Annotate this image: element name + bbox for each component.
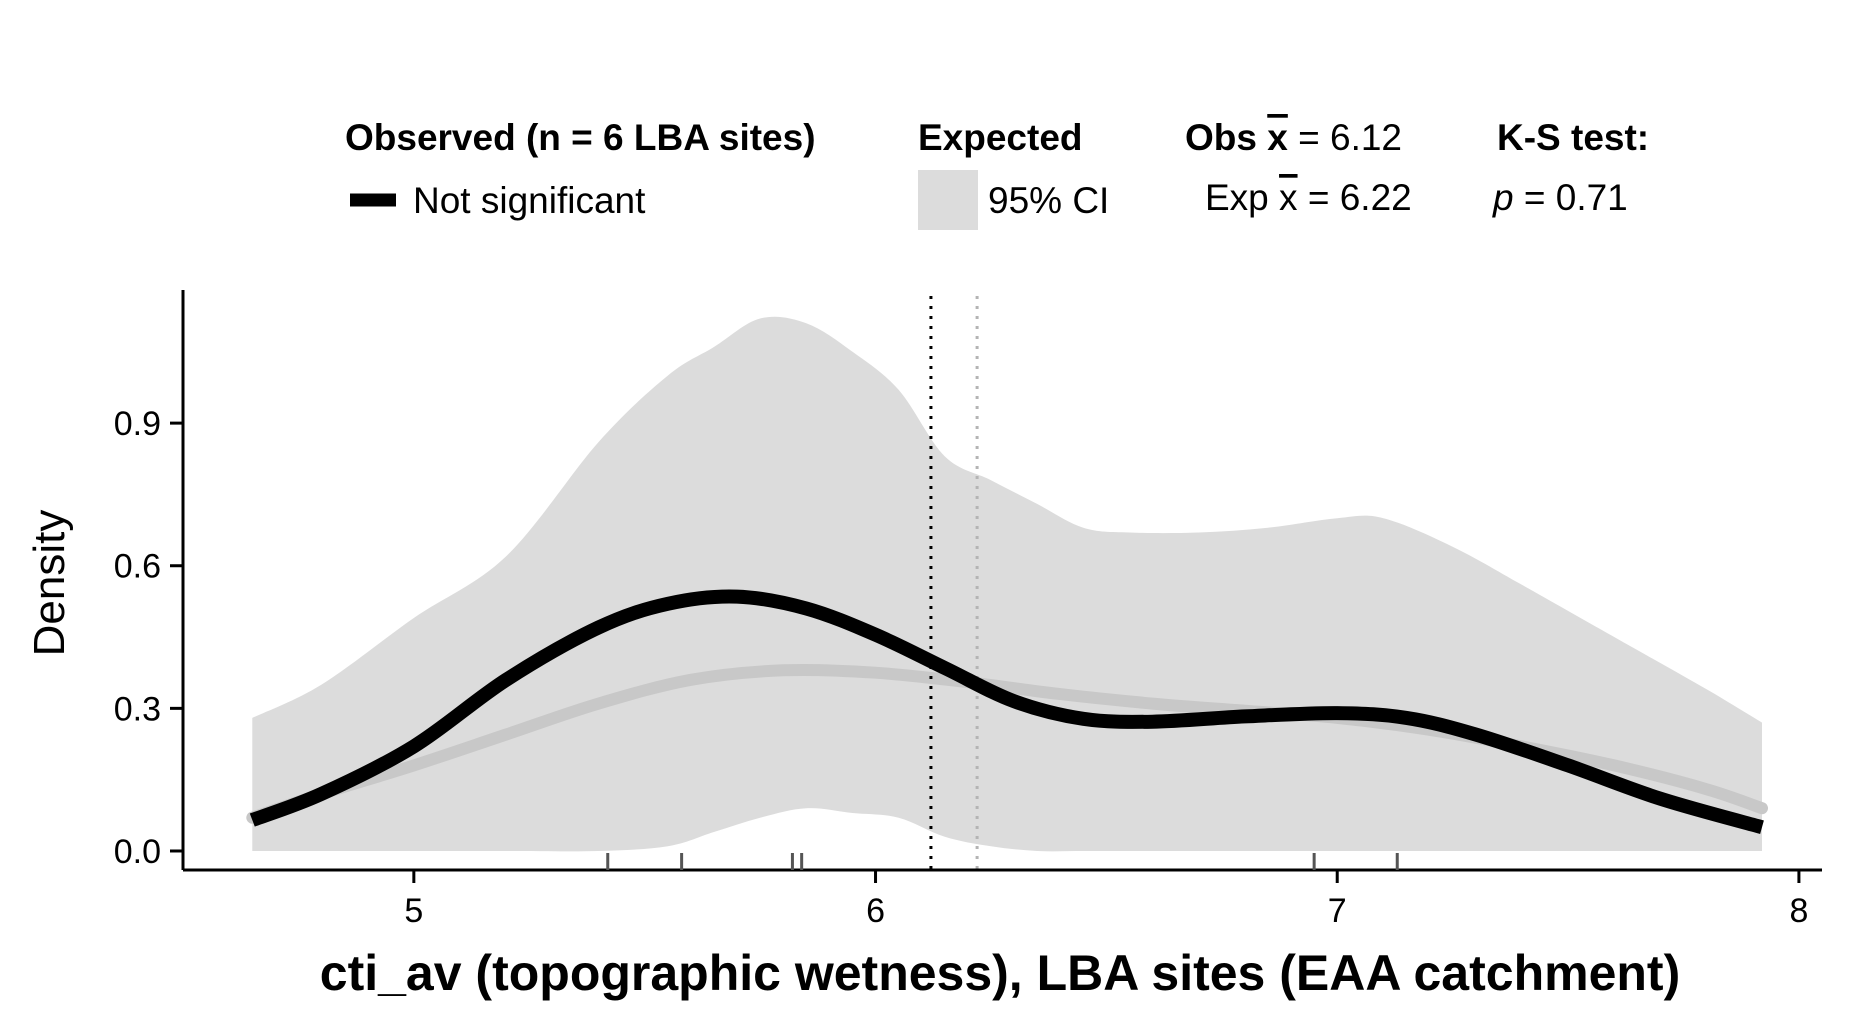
- y-axis-ticks: 0.0 0.3 0.6 0.9: [114, 405, 183, 871]
- legend-exp-mean: Exp x = 6.22: [1205, 177, 1412, 218]
- ci-band: [252, 316, 1762, 852]
- legend-ci-swatch: [918, 170, 978, 230]
- x-axis-label: cti_av (topographic wetness), LBA sites …: [320, 945, 1680, 1001]
- y-tick-label: 0.3: [114, 690, 161, 728]
- legend-expected-title: Expected: [918, 117, 1083, 158]
- legend-ks-p: p = 0.71: [1492, 177, 1628, 218]
- observed-curve-layer: [249, 589, 1764, 834]
- legend-ks-test: K-S test: p = 0.71: [1492, 117, 1649, 218]
- x-tick-label: 8: [1789, 892, 1808, 930]
- legend-observed-title: Observed (n = 6 LBA sites): [345, 117, 816, 158]
- axes: [181, 290, 1822, 872]
- x-tick-label: 7: [1328, 892, 1347, 930]
- legend-observed: Observed (n = 6 LBA sites) Not significa…: [345, 117, 816, 221]
- y-axis-label: Density: [25, 510, 74, 657]
- legend-obs-mean: Obs x = 6.12: [1185, 117, 1402, 158]
- legend-means: Obs x = 6.12 Exp x = 6.22: [1185, 117, 1412, 218]
- ci-band-layer: [252, 316, 1762, 852]
- legend-observed-entry: Not significant: [413, 180, 646, 221]
- x-axis-ticks: 5 6 7 8: [404, 870, 1808, 930]
- observed-curve: [249, 589, 1764, 834]
- legend-expected-entry: 95% CI: [988, 180, 1109, 221]
- x-tick-label: 6: [866, 892, 885, 930]
- legend-ks-title: K-S test:: [1497, 117, 1649, 158]
- x-tick-label: 5: [404, 892, 423, 930]
- legend-expected: Expected 95% CI: [918, 117, 1109, 230]
- y-tick-label: 0.0: [114, 833, 161, 871]
- rug-marks: [606, 853, 1399, 870]
- y-tick-label: 0.6: [114, 548, 161, 586]
- y-tick-label: 0.9: [114, 405, 161, 443]
